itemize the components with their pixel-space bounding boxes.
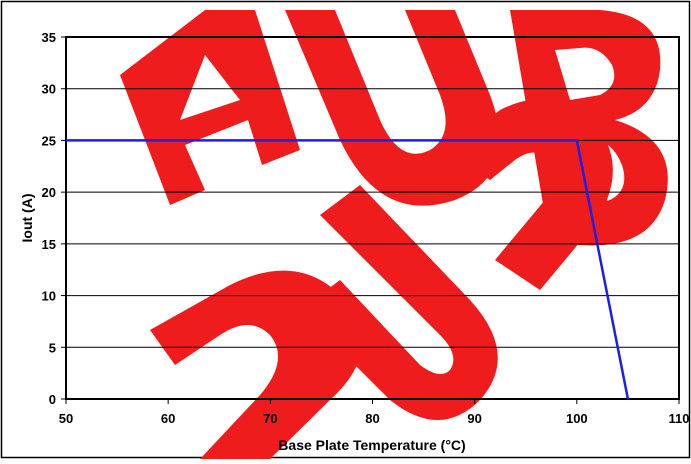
y-tick-label-15: 15 (42, 237, 56, 252)
y-tick-label-5: 5 (49, 340, 56, 355)
x-tick-label-90: 90 (467, 411, 481, 426)
y-tick-label-30: 30 (42, 82, 56, 97)
y-tick-label-25: 25 (42, 133, 56, 148)
y-axis-title: Iout (A) (19, 194, 35, 243)
x-axis-title: Base Plate Temperature (°C) (278, 437, 465, 453)
x-tick-label-110: 110 (669, 411, 690, 426)
y-tick-label-20: 20 (42, 185, 56, 200)
x-tick-label-50: 50 (59, 411, 73, 426)
x-tick-label-100: 100 (566, 411, 588, 426)
x-tick-label-80: 80 (365, 411, 379, 426)
x-tick-label-70: 70 (263, 411, 277, 426)
x-tick-label-60: 60 (161, 411, 175, 426)
y-tick-label-10: 10 (42, 289, 56, 304)
y-tick-label-35: 35 (42, 30, 56, 45)
y-tick-label-0: 0 (49, 392, 56, 407)
